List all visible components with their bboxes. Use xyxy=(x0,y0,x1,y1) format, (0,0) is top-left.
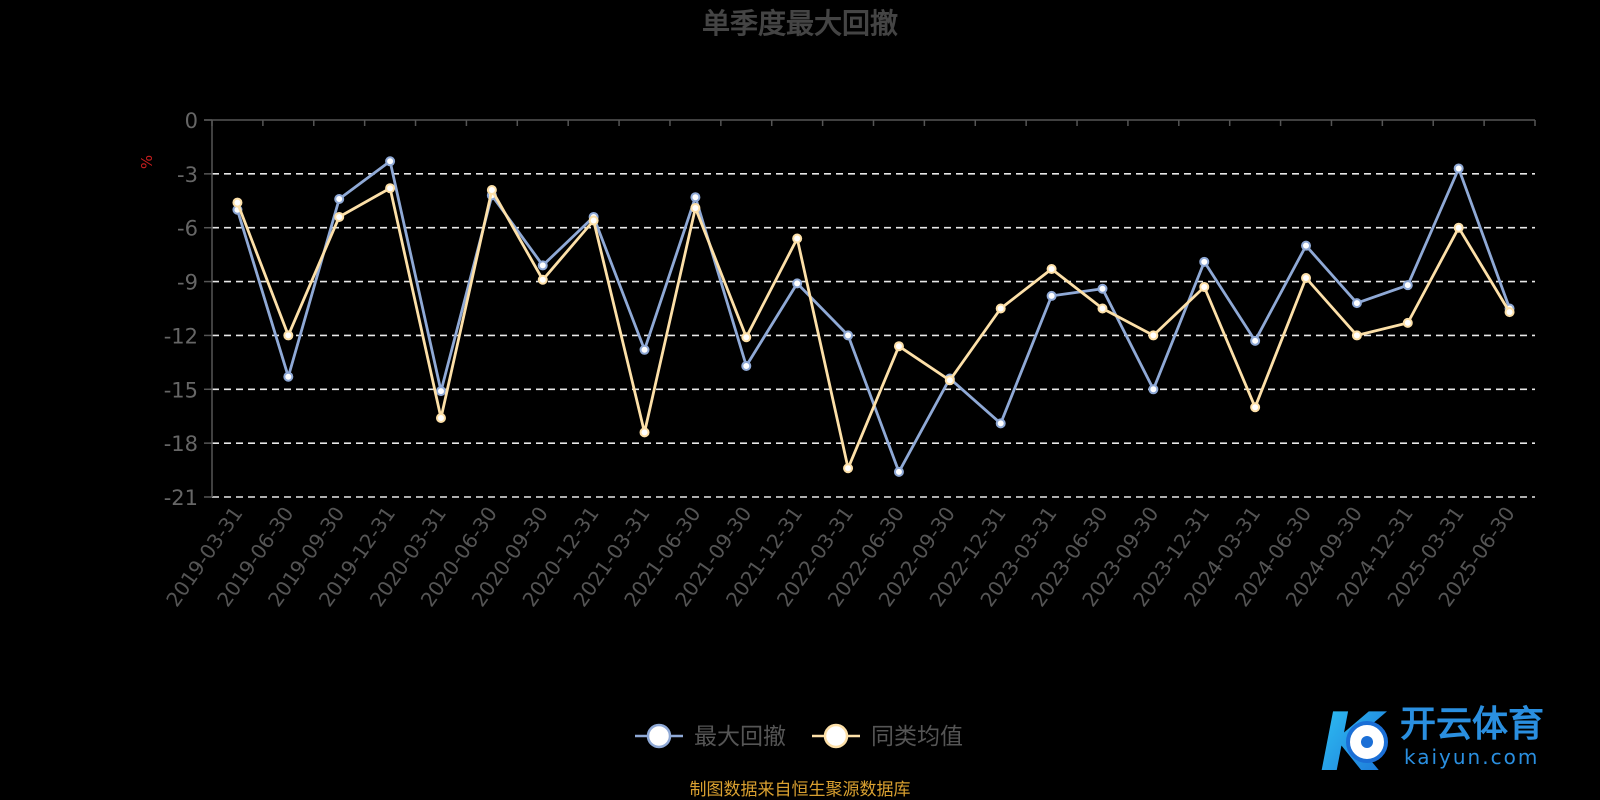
data-point xyxy=(893,466,904,477)
legend-marker xyxy=(823,723,849,749)
data-point xyxy=(741,332,752,343)
data-point xyxy=(334,211,345,222)
series-layer xyxy=(232,156,1515,477)
data-point xyxy=(1199,281,1210,292)
y-tick-label: -15 xyxy=(164,378,198,402)
data-point xyxy=(1097,283,1108,294)
data-point xyxy=(385,156,396,167)
data-point xyxy=(792,233,803,244)
data-point xyxy=(1351,298,1362,309)
y-tick-label: 0 xyxy=(185,109,198,133)
legend-item[interactable]: 最大回撤 xyxy=(635,723,786,750)
data-point xyxy=(690,192,701,203)
y-tick-label: -21 xyxy=(164,486,198,510)
legend-item[interactable]: 同类均值 xyxy=(812,723,963,750)
series-line xyxy=(236,186,1511,470)
data-point xyxy=(1148,384,1159,395)
data-point xyxy=(1301,272,1312,283)
grid-lines xyxy=(212,173,1535,498)
data-point xyxy=(1046,290,1057,301)
y-tick-label: -12 xyxy=(164,324,198,348)
data-point xyxy=(385,183,396,194)
data-point xyxy=(334,193,345,204)
logo-domain: kaiyun.com xyxy=(1404,745,1539,769)
data-point xyxy=(843,330,854,341)
data-point xyxy=(1250,335,1261,346)
legend-label: 同类均值 xyxy=(871,724,963,750)
y-tick-label: -3 xyxy=(177,163,198,187)
data-point xyxy=(1351,330,1362,341)
data-point xyxy=(639,344,650,355)
data-point xyxy=(995,303,1006,314)
data-point xyxy=(944,375,955,386)
data-point xyxy=(639,427,650,438)
data-point xyxy=(435,386,446,397)
y-tick-label: -18 xyxy=(164,432,198,456)
data-point xyxy=(1148,330,1159,341)
data-point xyxy=(232,197,243,208)
y-axis-unit-label: % xyxy=(138,155,156,169)
data-point xyxy=(537,274,548,285)
legend-marker xyxy=(646,723,672,749)
legend[interactable]: 最大回撤 同类均值 xyxy=(635,723,963,750)
data-point xyxy=(1402,280,1413,291)
y-tick-label: -9 xyxy=(177,271,198,295)
data-point xyxy=(588,215,599,226)
data-point xyxy=(486,185,497,196)
data-point xyxy=(792,278,803,289)
data-point xyxy=(283,371,294,382)
data-point xyxy=(1097,303,1108,314)
data-point xyxy=(1453,222,1464,233)
logo-name: 开云体育 xyxy=(1400,704,1544,745)
series-1 xyxy=(232,156,1515,477)
data-point xyxy=(1301,240,1312,251)
data-point xyxy=(893,341,904,352)
data-point xyxy=(1402,317,1413,328)
legend-label: 最大回撤 xyxy=(694,724,786,750)
data-point xyxy=(1199,256,1210,267)
series-2 xyxy=(232,183,1515,474)
y-tick-labels: 0 -3 -6 -9 -12 -15 -18 -21 xyxy=(164,109,198,510)
data-point xyxy=(690,202,701,213)
data-point xyxy=(435,413,446,424)
series-line xyxy=(236,159,1511,474)
axes xyxy=(204,119,1536,498)
data-point xyxy=(741,360,752,371)
source-note: 制图数据来自恒生聚源数据库 xyxy=(690,780,911,800)
data-point xyxy=(1250,402,1261,413)
data-point xyxy=(1504,307,1515,318)
data-point xyxy=(843,463,854,474)
y-tick-label: -6 xyxy=(177,217,198,241)
chart-title: 单季度最大回撤 xyxy=(702,7,898,40)
data-point xyxy=(1453,163,1464,174)
x-tick-labels: 2019-03-312019-06-302019-09-302019-12-31… xyxy=(161,502,1519,611)
kaiyun-logo: K 开云体育 kaiyun.com xyxy=(1320,698,1544,789)
data-point xyxy=(1046,264,1057,275)
data-point xyxy=(537,260,548,271)
data-point xyxy=(283,330,294,341)
data-point xyxy=(995,418,1006,429)
